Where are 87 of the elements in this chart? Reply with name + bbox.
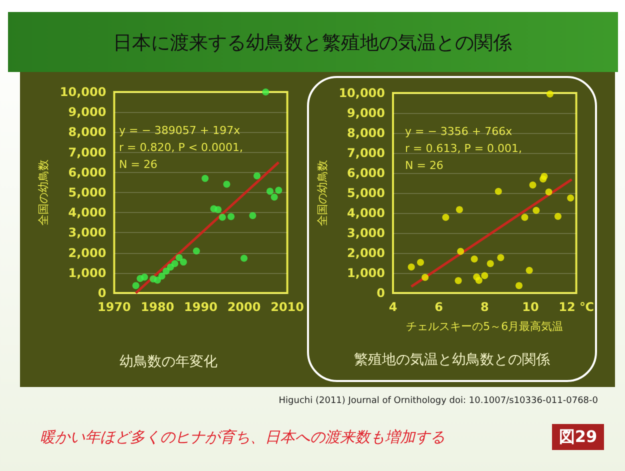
point [408,264,415,270]
point [470,256,478,262]
point [422,274,429,281]
point [494,188,502,195]
y-tick-label: 2,000 [347,246,385,260]
y-tick-label: 3,000 [68,226,106,240]
y-tick-label: 7,000 [68,145,106,160]
chart-title: 日本に渡来する幼鳥数と繁殖地の気温との関係 [112,31,513,56]
point [532,206,540,214]
point [262,88,270,96]
point [180,258,187,266]
point [516,282,523,290]
x-tick-label: 8 [480,300,489,314]
point [218,214,226,221]
y-tick-label: 8,000 [68,125,106,140]
point [162,268,170,275]
point [132,282,140,290]
y-tick-label: 8,000 [347,126,385,140]
point [417,258,424,266]
y-tick-label: 2,000 [68,246,106,260]
point [540,172,548,180]
point [171,260,178,268]
x-tick-label: 2000 [227,300,261,314]
x-tick-label: 2010 [270,300,304,314]
y-tick-label: 1,000 [68,266,106,280]
point [554,212,562,220]
y-tick-label: 10,000 [60,85,106,99]
point [481,272,488,280]
x-tick-label: 4 [388,300,398,314]
point [521,214,528,221]
point [567,194,574,202]
point [442,214,450,221]
y-tick-label: 7,000 [347,146,385,160]
point [228,213,235,220]
y-tick-label: 5,000 [347,186,385,200]
y-tick-label: 10,000 [338,86,385,100]
text: 幼鳥数の年変化 [120,354,218,370]
y-tick-label: 6,000 [68,165,106,180]
point [526,266,533,274]
point [545,188,552,196]
point [529,182,536,188]
point [192,247,200,254]
point [475,276,482,284]
point [158,272,166,280]
point [456,206,463,214]
x-tick-label: 10 [522,300,539,314]
point [275,186,282,194]
point [454,277,462,284]
point [546,90,554,98]
y-tick-label: 9,000 [347,106,385,120]
point [154,276,161,284]
point [486,260,494,268]
point [249,212,256,220]
text: Higuchi (2011) Journal of Ornithology doi: 10.1007/s10336-011-0768-0 [278,396,598,406]
x-tick-label: 1980 [140,300,174,314]
y-tick-label: 9,000 [68,105,106,120]
x-tick-label: 6 [434,300,444,314]
x-tick-label: 12 ℃ [558,300,594,314]
x-tick-label: 1970 [98,300,131,314]
x-tick-label: 1990 [184,300,218,314]
y-tick-label: 5,000 [68,186,106,200]
y-tick-label: 0 [376,286,385,300]
point [223,180,230,188]
text: 繁殖地の気温と幼鳥数との関係 [354,352,550,368]
y-axis-title: 全国の幼鳥数 [316,160,329,226]
point [214,206,222,214]
point [457,248,464,255]
point [176,254,183,262]
x-axis-title: チェルスキーの5～6月最高気温 [406,320,564,333]
y-tick-label: 4,000 [347,206,385,220]
y-tick-label: 1,000 [347,266,385,280]
point [497,254,504,262]
point [270,194,278,201]
annotation: y = − 3356 + 766x r = 0.613, P = 0.001, N = 26 [405,125,522,172]
y-axis-title: 全国の幼鳥数 [37,160,50,226]
caption: 図29 [552,424,604,450]
y-tick-label: 0 [98,286,106,300]
annotation: y = − 389057 + 197x r = 0.820, P < 0.0001, N = 26 [119,124,244,171]
point [141,274,148,281]
y-tick-label: 6,000 [347,166,385,180]
point [202,174,209,182]
point [254,172,261,180]
text: 暖かい年ほど多くのヒナが育ち、日本への渡来数も増加する [40,428,445,447]
point [266,188,274,195]
y-tick-label: 4,000 [68,206,106,220]
y-tick-label: 3,000 [347,226,385,240]
point [240,254,248,262]
